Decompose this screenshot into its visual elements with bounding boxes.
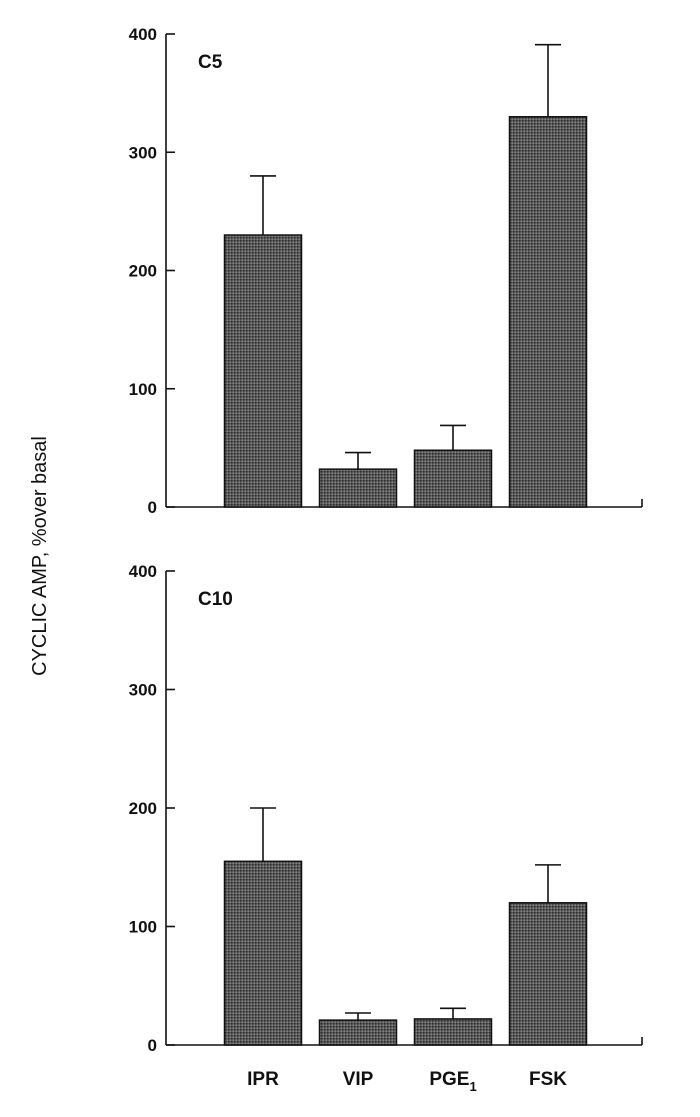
bar-vip [318, 468, 398, 508]
bar-fsk [508, 116, 588, 508]
y-tick-label: 0 [148, 1036, 157, 1055]
x-axis-tick-labels: IPR VIP PGE1 FSK [247, 1069, 567, 1094]
y-tick-label: 100 [129, 380, 157, 399]
panel-c5: 0 100 200 300 400 C5 [129, 25, 643, 517]
y-tick-label: 400 [129, 25, 157, 44]
bar-ipr [223, 860, 303, 1046]
bar-pge1 [413, 1018, 493, 1046]
panel-label: C10 [198, 589, 233, 610]
y-tick-label: 300 [129, 143, 157, 162]
x-tick-label: PGE1 [429, 1069, 476, 1094]
y-axis-label: CYCLIC AMP, %over basal [29, 436, 51, 676]
y-tick-label: 300 [129, 681, 157, 700]
y-tick-label: 200 [129, 799, 157, 818]
bar-vip [318, 1019, 398, 1046]
y-tick-label: 0 [148, 498, 157, 517]
y-tick-label: 200 [129, 262, 157, 281]
panel-c10: 0 100 200 300 400 C10 [129, 562, 643, 1055]
x-tick-label: VIP [343, 1069, 374, 1090]
y-tick-label: 100 [129, 918, 157, 937]
panel-label: C5 [198, 52, 223, 73]
bar-pge1 [413, 449, 493, 508]
x-tick-label: FSK [529, 1069, 567, 1090]
x-tick-label: IPR [247, 1069, 279, 1090]
bar-ipr [223, 234, 303, 508]
y-tick-label: 400 [129, 562, 157, 581]
bar-fsk [508, 902, 588, 1046]
